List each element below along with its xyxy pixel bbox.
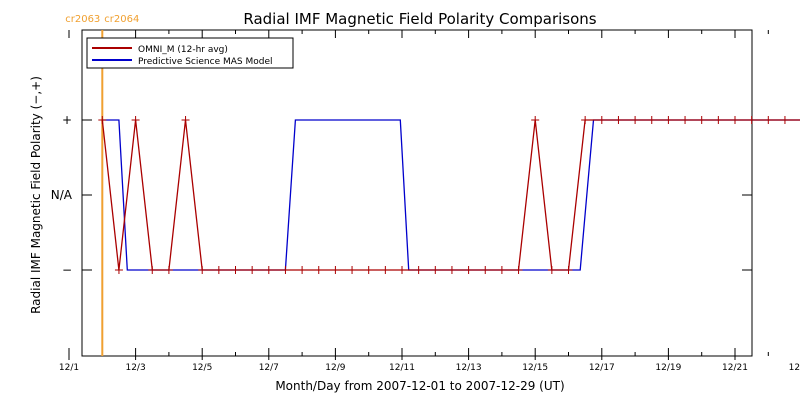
data-point <box>381 266 390 274</box>
data-point <box>581 116 590 124</box>
data-point <box>481 266 490 274</box>
legend-label: Predictive Science MAS Model <box>138 57 273 67</box>
data-point <box>764 116 773 124</box>
data-point <box>398 266 406 274</box>
data-point <box>780 116 789 124</box>
legend-box <box>86 37 294 69</box>
legend: OMNI_M (12-hr avg) Predictive Science MAS… <box>86 37 294 69</box>
x-tick-label: 12/21 <box>722 363 748 373</box>
data-point <box>431 266 440 274</box>
data-point <box>664 116 673 124</box>
series-line <box>101 119 800 271</box>
carrington-label-right: cr2064 <box>104 14 139 25</box>
carrington-label-left: cr2063 <box>65 14 100 25</box>
data-point <box>564 266 573 274</box>
x-tick-label: 12/9 <box>325 363 345 373</box>
data-point <box>747 116 756 124</box>
data-point <box>464 266 473 274</box>
x-tick-label: 12/17 <box>589 363 615 373</box>
data-point <box>597 116 606 124</box>
chart-title: Radial IMF Magnetic Field Polarity Compa… <box>243 10 596 28</box>
data-point <box>647 116 656 124</box>
data-point <box>681 116 690 124</box>
data-point <box>131 116 140 124</box>
data-point <box>281 266 290 274</box>
data-point <box>364 266 373 274</box>
data-point <box>298 266 307 274</box>
x-axis-label: Month/Day from 2007-12-01 to 2007-12-29 … <box>275 379 564 393</box>
x-axis: 12/1 12/3 12/5 12/7 12/9 12/11 12/13 12/15 12/17… <box>59 30 800 373</box>
data-point <box>314 266 323 274</box>
data-point <box>514 266 523 274</box>
carrington-rotation-markers: cr2063cr2064cr2064cr2065 <box>65 14 139 356</box>
data-point <box>547 266 556 274</box>
data-point <box>414 266 423 274</box>
series-layer <box>98 116 800 274</box>
y-tick-label: N/A <box>51 188 73 202</box>
data-point <box>697 116 706 124</box>
series-line <box>102 119 800 271</box>
data-point <box>264 266 273 274</box>
data-point <box>114 266 123 274</box>
x-tick-label: 12/15 <box>522 363 548 373</box>
data-point <box>98 116 107 124</box>
x-tick-label: 12/11 <box>389 363 415 373</box>
x-tick-label: 12/1 <box>59 363 79 373</box>
legend-label: OMNI_M (12-hr avg) <box>138 45 228 55</box>
data-point <box>198 266 207 274</box>
data-point <box>214 266 223 274</box>
data-point <box>231 266 240 274</box>
data-point <box>331 266 340 274</box>
data-point <box>614 116 623 124</box>
y-tick-label: − <box>62 263 72 277</box>
data-point <box>497 266 506 274</box>
y-axis-label: Radial IMF Magnetic Field Polarity (−,+) <box>29 76 43 314</box>
plot-frame <box>81 29 753 357</box>
x-tick-label: 12/13 <box>456 363 482 373</box>
data-point <box>164 266 173 274</box>
data-point <box>731 116 739 124</box>
data-point <box>348 266 357 274</box>
x-tick-label: 12/3 <box>125 363 145 373</box>
x-tick-label: 12/7 <box>259 363 279 373</box>
data-point <box>531 116 540 124</box>
data-point <box>181 116 190 124</box>
data-point <box>631 116 640 124</box>
data-point <box>447 266 456 274</box>
y-tick-label: + <box>62 113 72 127</box>
data-point <box>148 266 157 274</box>
data-point <box>797 119 800 121</box>
x-tick-label: 12/19 <box>655 363 681 373</box>
data-point <box>248 266 257 274</box>
data-point <box>714 116 723 124</box>
x-tick-label: 12/5 <box>192 363 212 373</box>
x-tick-label: 12/23 <box>789 363 800 373</box>
